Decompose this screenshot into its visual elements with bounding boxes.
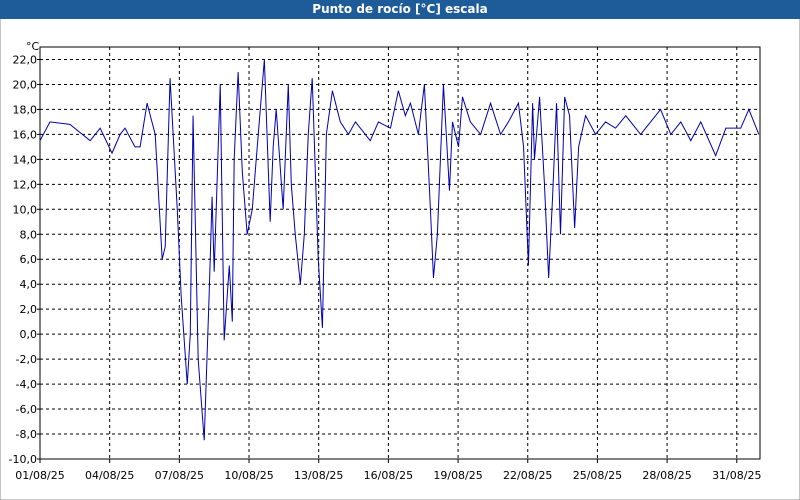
y-tick-label: -4,0 (16, 378, 37, 391)
data-line (39, 59, 760, 441)
x-tick-label: 13/08/25 (294, 469, 343, 482)
x-tick-label: 10/08/25 (224, 469, 273, 482)
x-tick-label: 07/08/25 (155, 469, 204, 482)
plot-border (39, 46, 761, 460)
y-tick-label: 6,0 (20, 253, 38, 266)
chart-title: Punto de rocío [°C] escala (312, 2, 487, 16)
y-tick-label: -2,0 (16, 353, 37, 366)
y-tick-label: 4,0 (20, 278, 38, 291)
x-tick-label: 28/08/25 (642, 469, 691, 482)
y-axis-unit: °C (26, 40, 40, 53)
y-tick-label: 16,0 (13, 128, 38, 141)
y-tick-label: 20,0 (13, 78, 38, 91)
y-tick-label: 22,0 (13, 53, 38, 66)
plot-area (40, 47, 760, 459)
x-tick-label: 04/08/25 (85, 469, 134, 482)
x-tick-label: 22/08/25 (503, 469, 552, 482)
y-tick-label: 10,0 (13, 203, 38, 216)
y-tick-label: 0,0 (20, 328, 38, 341)
x-tick-label: 16/08/25 (364, 469, 413, 482)
y-tick-label: 14,0 (13, 153, 38, 166)
y-tick-label: 12,0 (13, 178, 38, 191)
x-tick-label: 25/08/25 (573, 469, 622, 482)
x-tick-label: 19/08/25 (433, 469, 482, 482)
x-tick-label: 31/08/25 (712, 469, 761, 482)
x-tick-label: 01/08/25 (15, 469, 64, 482)
y-tick-label: -10,0 (9, 453, 37, 466)
y-tick-label: -6,0 (16, 403, 37, 416)
y-tick-label: 18,0 (13, 103, 38, 116)
y-tick-label: 2,0 (20, 303, 38, 316)
y-tick-label: -8,0 (16, 428, 37, 441)
y-tick-label: 8,0 (20, 228, 38, 241)
title-bar (0, 0, 800, 19)
